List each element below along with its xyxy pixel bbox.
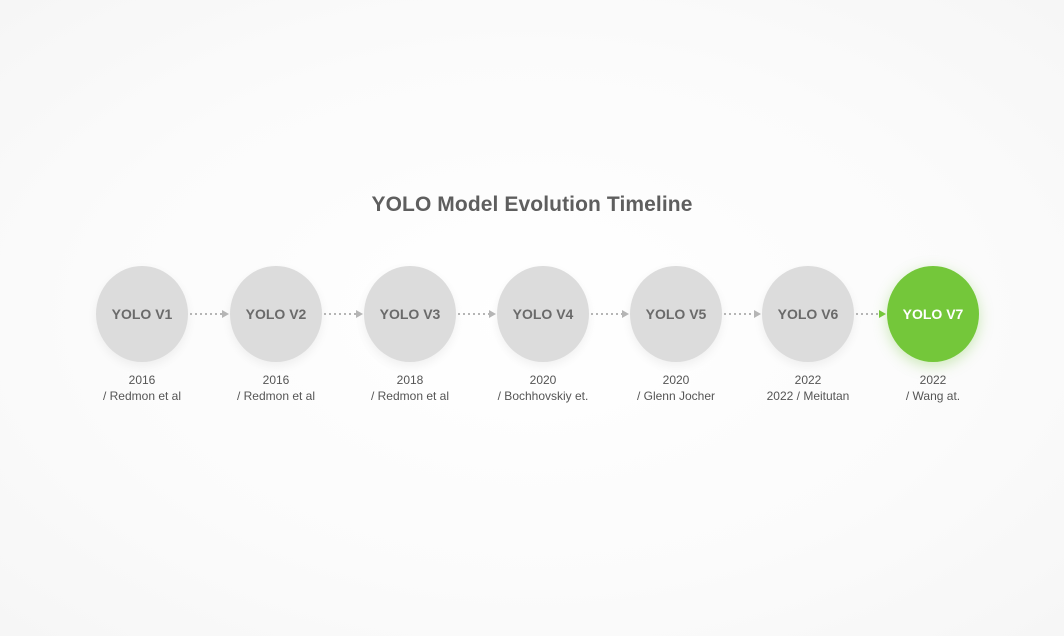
node-yolo-v2: YOLO V2 bbox=[230, 266, 322, 362]
caption-year: 2020 bbox=[662, 373, 690, 387]
caption-author: / Redmon et al bbox=[370, 389, 450, 403]
connector-arrow-1 bbox=[190, 310, 229, 318]
connector-arrow-6 bbox=[856, 310, 886, 318]
caption-yolo-v4: 2020 / Bochhovskiy et. bbox=[473, 372, 613, 404]
connector-arrow-4 bbox=[591, 310, 629, 318]
node-yolo-v1: YOLO V1 bbox=[96, 266, 188, 362]
caption-yolo-v1: 2016 / Redmon et al bbox=[72, 372, 212, 404]
caption-yolo-v7: 2022 / Wang at. bbox=[863, 372, 1003, 404]
connector-arrow-2 bbox=[324, 310, 363, 318]
node-yolo-v5: YOLO V5 bbox=[630, 266, 722, 362]
caption-yolo-v6: 2022 2022 / Meitutan bbox=[738, 372, 878, 404]
node-yolo-v7: YOLO V7 bbox=[887, 266, 979, 362]
caption-year: 2016 bbox=[128, 373, 156, 387]
caption-author: 2022 / Meitutan bbox=[766, 389, 850, 403]
caption-year: 2020 bbox=[529, 373, 557, 387]
caption-author: / Bochhovskiy et. bbox=[497, 389, 589, 403]
node-yolo-v3: YOLO V3 bbox=[364, 266, 456, 362]
caption-yolo-v5: 2020 / Glenn Jocher bbox=[606, 372, 746, 404]
caption-yolo-v3: 2018 / Redmon et al bbox=[340, 372, 480, 404]
page-title: YOLO Model Evolution Timeline bbox=[371, 193, 693, 216]
caption-year: 2018 bbox=[396, 373, 424, 387]
caption-year: 2016 bbox=[262, 373, 290, 387]
caption-author: / Glenn Jocher bbox=[636, 389, 716, 403]
caption-author: / Redmon et al bbox=[102, 389, 182, 403]
connector-arrow-3 bbox=[458, 310, 496, 318]
caption-yolo-v2: 2016 / Redmon et al bbox=[206, 372, 346, 404]
caption-author: / Redmon et al bbox=[236, 389, 316, 403]
node-yolo-v6: YOLO V6 bbox=[762, 266, 854, 362]
connector-arrow-5 bbox=[724, 310, 761, 318]
caption-year: 2022 bbox=[794, 373, 822, 387]
node-yolo-v4: YOLO V4 bbox=[497, 266, 589, 362]
caption-year: 2022 bbox=[919, 373, 947, 387]
caption-author: / Wang at. bbox=[905, 389, 961, 403]
